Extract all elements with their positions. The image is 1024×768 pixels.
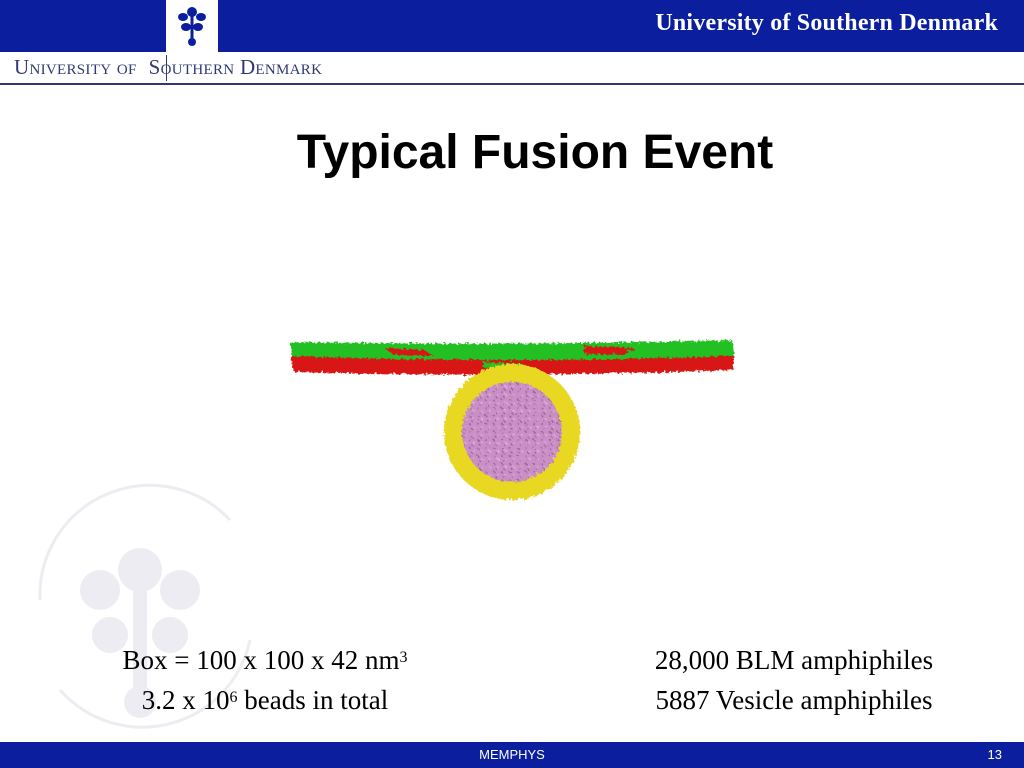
university-logo [166, 0, 218, 52]
header-rule [0, 83, 1024, 85]
tree-logo-icon [178, 7, 206, 46]
beads-total-line: 3.2 x 106 beads in total [141, 685, 389, 715]
university-seal-watermark [38, 483, 252, 729]
vesicle-amphiphiles-line: 5887 Vesicle amphiphiles [655, 685, 933, 715]
page-number: 13 [987, 747, 1002, 762]
slide-title: Typical Fusion Event [296, 126, 774, 179]
footer-bar: MEMPHYS 13 [0, 742, 1024, 768]
subheader-right: Southern Denmark [148, 55, 323, 79]
subheader-wordmark: University of Southern Denmark [14, 55, 322, 80]
simulation-stats-right: 28,000 BLM amphiphiles 5887 Vesicle amph… [600, 640, 988, 720]
header-bar-left [0, 0, 166, 52]
vesicle [444, 364, 580, 500]
subheader-left: University of [14, 55, 137, 79]
simulation-stats-left: Box = 100 x 100 x 42 nm3 3.2 x 106 beads… [80, 640, 450, 720]
box-size-line: Box = 100 x 100 x 42 nm3 [122, 645, 408, 675]
membrane-bilayer [290, 340, 734, 375]
banner-title: University of Southern Denmark [655, 10, 998, 36]
fusion-simulation-image [290, 340, 734, 500]
subheader-divider [166, 55, 167, 81]
blm-amphiphiles-line: 28,000 BLM amphiphiles [654, 645, 934, 675]
header-bar-right: University of Southern Denmark [218, 0, 1024, 52]
footer-label: MEMPHYS [479, 747, 545, 762]
